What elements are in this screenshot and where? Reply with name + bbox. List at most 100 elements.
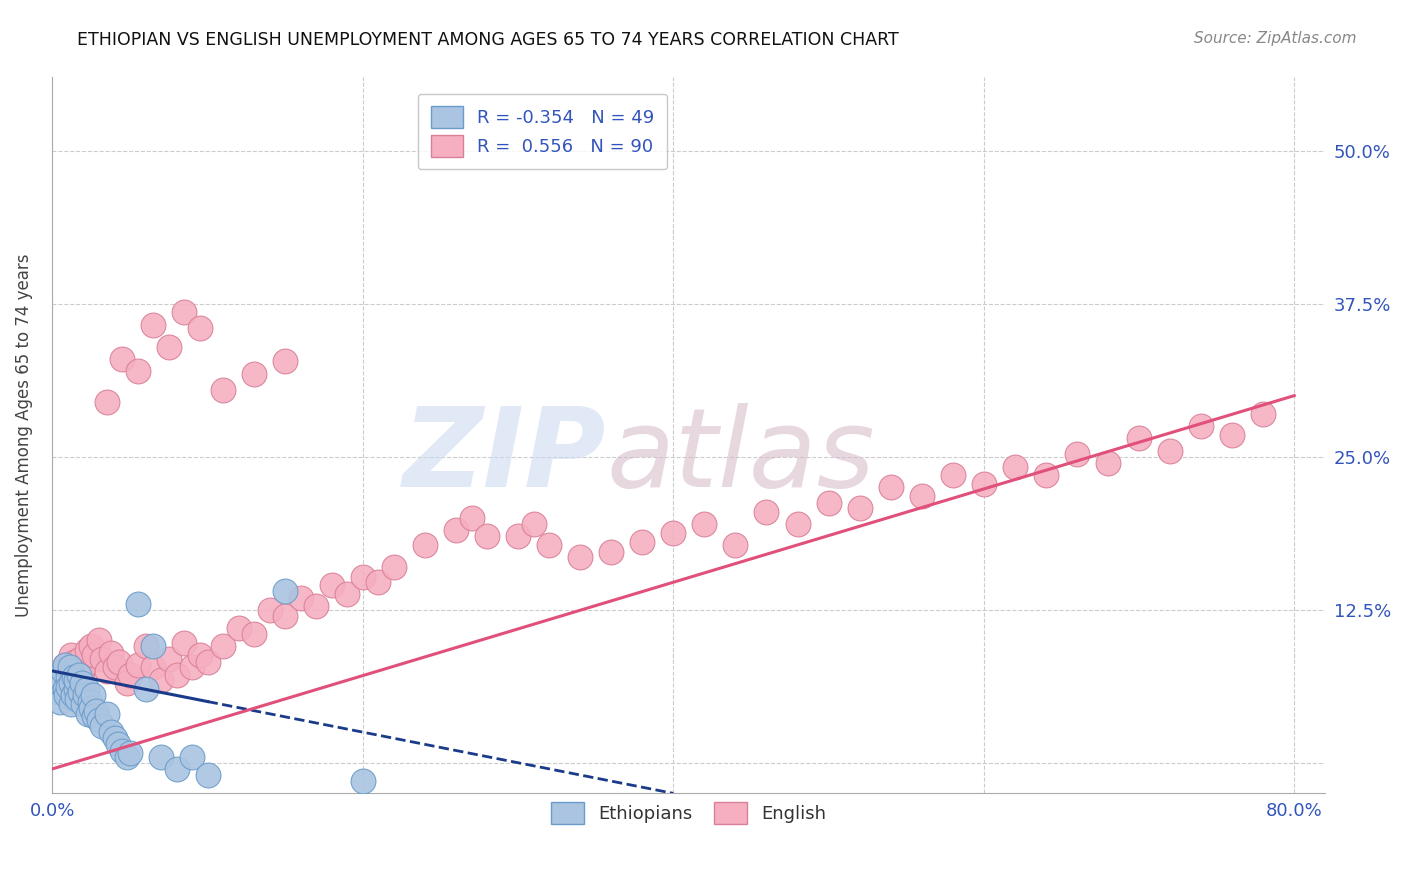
Point [538,538,561,552]
Point [197,656,219,670]
Point [197,768,219,782]
Point [111,743,134,757]
Point [65,682,87,697]
Point [96,706,118,721]
Point [142,640,165,654]
Point [523,517,546,532]
Point [142,660,165,674]
Point [1004,459,1026,474]
Point [62,689,84,703]
Point [77,706,100,721]
Point [181,660,204,674]
Point [157,651,180,665]
Text: ZIP: ZIP [402,403,606,510]
Point [911,489,934,503]
Point [51,673,73,687]
Text: atlas: atlas [606,403,875,510]
Point [55,676,77,690]
Point [56,670,79,684]
Point [1035,468,1057,483]
Point [63,656,86,670]
Point [142,318,165,332]
Point [70,670,93,684]
Point [274,354,297,368]
Point [70,676,93,690]
Point [150,749,173,764]
Point [60,676,83,690]
Point [352,570,374,584]
Point [65,676,87,690]
Point [508,529,530,543]
Point [212,640,235,654]
Point [96,664,118,678]
Point [80,640,103,654]
Point [228,621,250,635]
Point [63,670,86,684]
Point [157,340,180,354]
Point [55,689,77,703]
Point [1159,443,1181,458]
Point [72,660,94,674]
Point [817,496,839,510]
Point [76,682,98,697]
Point [49,695,72,709]
Point [72,697,94,711]
Point [73,689,96,703]
Point [1097,456,1119,470]
Point [120,746,142,760]
Point [69,651,91,665]
Point [56,685,79,699]
Point [83,709,105,723]
Point [631,535,654,549]
Point [879,480,901,494]
Point [79,695,101,709]
Point [82,689,104,703]
Point [305,599,328,613]
Point [290,591,312,605]
Point [60,697,83,711]
Point [67,682,90,697]
Point [49,664,72,678]
Point [243,627,266,641]
Point [66,692,89,706]
Point [62,670,84,684]
Point [460,511,482,525]
Point [135,682,157,697]
Point [115,676,138,690]
Point [166,762,188,776]
Point [52,664,75,678]
Point [48,685,70,699]
Point [321,578,343,592]
Point [100,646,122,660]
Point [65,673,87,687]
Point [352,774,374,789]
Point [120,667,142,681]
Point [755,505,778,519]
Point [91,651,114,665]
Point [259,603,281,617]
Point [173,636,195,650]
Point [60,680,83,694]
Point [66,664,89,678]
Point [58,660,80,674]
Point [693,517,716,532]
Point [56,667,79,681]
Point [367,574,389,589]
Point [336,587,359,601]
Point [475,529,498,543]
Point [135,640,157,654]
Point [111,351,134,366]
Point [786,517,808,532]
Point [942,468,965,483]
Point [382,560,405,574]
Point [243,367,266,381]
Point [49,667,72,681]
Point [413,538,436,552]
Point [127,657,149,672]
Point [444,523,467,537]
Point [84,704,107,718]
Point [181,749,204,764]
Point [973,476,995,491]
Point [1220,427,1243,442]
Point [115,749,138,764]
